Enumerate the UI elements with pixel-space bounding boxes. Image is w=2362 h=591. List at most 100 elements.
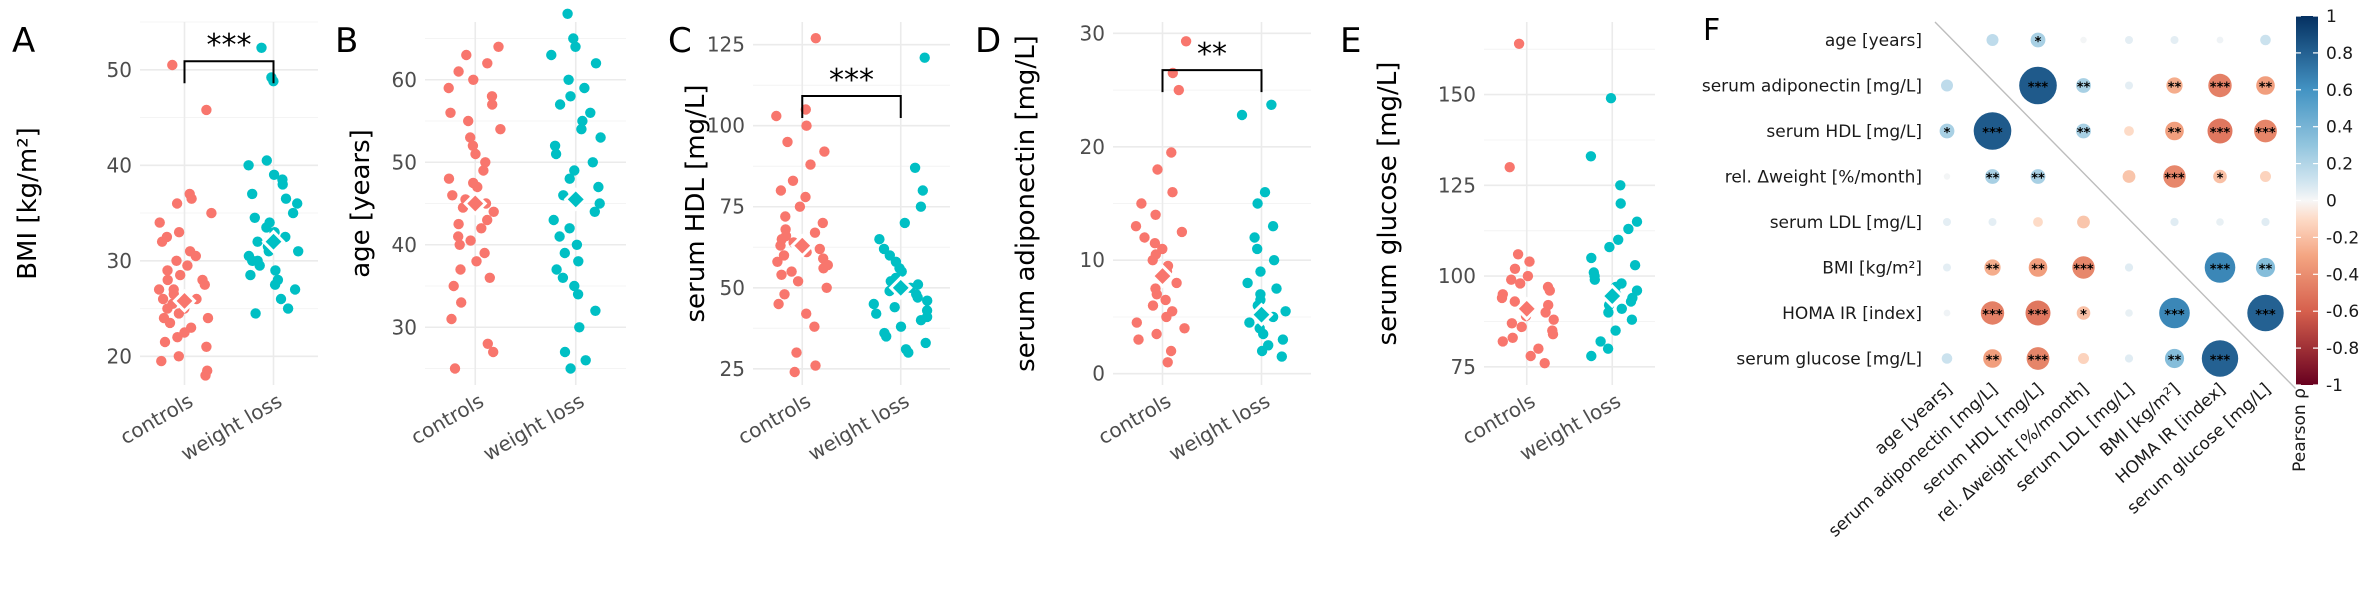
mean-marker [1600,283,1625,309]
significance-stars: ** [2259,81,2273,96]
data-point [293,246,304,257]
correlation-cell [2125,309,2133,317]
data-point [557,272,569,283]
data-point [1252,243,1263,255]
diagonal-line [1934,21,2296,389]
data-point [287,207,299,219]
correlation-cell [2256,76,2275,95]
correlation-cell [1986,34,1999,46]
significance-stars: ** [1986,354,2000,369]
mean-marker [1150,263,1175,289]
correlation-cell [2163,165,2186,188]
significance-stars: *** [2210,263,2231,278]
y-tick-label: 60 [392,68,417,92]
data-point [771,110,782,122]
data-point [1236,109,1248,121]
data-point [564,173,575,184]
data-point [171,198,183,209]
data-point [792,276,804,287]
data-point [252,236,263,247]
colorbar-tick-label: -0.8 [2326,339,2359,359]
data-point [1588,267,1600,278]
colorbar-tick-label: -1 [2326,376,2343,396]
data-point [1616,278,1627,289]
data-point [569,280,580,292]
significance-stars: *** [2255,308,2276,323]
data-point [167,59,178,71]
row-label: rel. Δweight [%/month] [1725,168,1922,188]
correlation-cell [2165,121,2184,141]
significance-stars: *** [2164,172,2185,187]
data-point [1506,318,1518,329]
data-point [572,289,584,300]
data-point [919,52,930,63]
data-point [1629,260,1641,271]
data-point [443,173,455,184]
correlation-cell [2260,171,2271,182]
data-point [175,269,186,281]
significance-stars: * [2217,172,2224,187]
colorbar-tick-label: 0.6 [2326,81,2353,101]
data-point [1512,249,1524,260]
data-point [478,165,489,176]
correlation-cell [2216,36,2224,44]
correlation-cell [2026,347,2050,370]
correlation-cell [2030,169,2046,184]
data-point [819,146,830,157]
data-point [455,264,466,275]
data-point [1616,303,1628,314]
data-point [1522,270,1534,282]
data-point [776,269,787,280]
row-label: serum adiponectin [mg/L] [1702,77,1922,97]
significance-stars: ** [2077,81,2091,96]
data-point [1543,299,1554,311]
data-point [564,223,575,234]
correlation-cell [2170,36,2179,44]
correlation-cell [2208,73,2232,98]
series-controls [443,41,506,374]
data-point [915,201,927,212]
data-point [559,346,571,358]
significance-stars: ** [2031,172,2045,187]
y-tick-label: 10 [1080,248,1105,272]
significance-stars: *** [2210,81,2231,96]
data-point [551,264,562,275]
data-point [782,136,793,148]
colorbar-label: Pearson ρ [2290,388,2310,472]
mean-marker [1249,302,1274,327]
data-point [275,293,287,305]
column-label: serum adiponectin [mg/L] [1825,379,2002,541]
series-controls [1130,36,1192,368]
data-point [173,351,184,362]
data-point [482,214,493,226]
correlation-cell [2170,217,2179,227]
correlation-cell [2124,263,2134,272]
data-point [1160,294,1171,306]
y-tick-label: 30 [107,249,132,273]
data-point [463,115,474,127]
significance-stars: *** [2255,126,2276,141]
data-point [1167,187,1178,198]
significance-stars: *** [2164,308,2185,323]
correlation-cell [2247,294,2284,332]
data-point [162,265,173,276]
data-point [453,218,464,230]
series-weight-loss [243,42,304,319]
correlation-cell [2076,123,2091,139]
data-point [482,338,493,349]
data-point [445,107,456,119]
data-point [1176,226,1188,238]
data-point [495,124,506,135]
significance-bracket [801,94,902,118]
series-weight-loss [868,52,933,358]
y-tick-label: 50 [720,276,745,300]
significance-stars: * [1944,126,1951,141]
correlation-cell [1941,79,1953,92]
mean-marker [790,233,815,258]
correlation-cell [2077,215,2090,229]
x-tick-label: weight loss [479,389,588,466]
panel-letter: C [668,21,692,61]
data-point [153,284,165,295]
data-point [250,308,261,319]
data-point [1613,234,1624,245]
